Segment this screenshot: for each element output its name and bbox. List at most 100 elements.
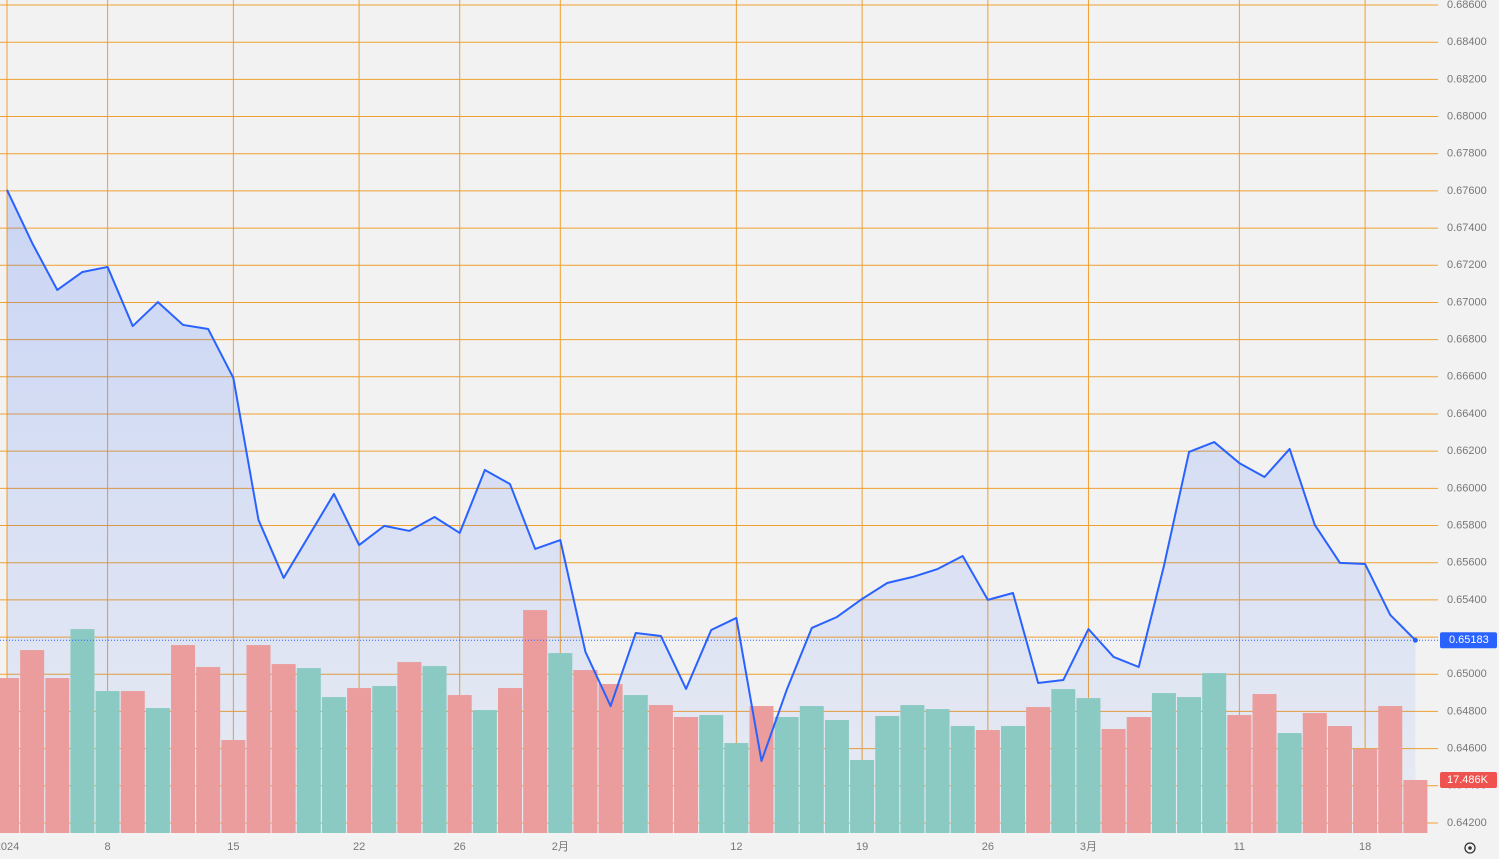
volume-bar: [724, 743, 749, 833]
area: [7, 189, 1416, 833]
y-tick-label: 0.67200: [1447, 259, 1487, 271]
volume-bar: [598, 684, 623, 833]
volume-bar: [925, 709, 950, 833]
volume-bar: [347, 688, 372, 833]
settings-icon[interactable]: [1464, 842, 1476, 854]
price-label: 0.65183: [1449, 634, 1489, 646]
volume-bar: [1151, 693, 1176, 833]
volume-bar: [573, 670, 598, 833]
volume-bar: [648, 705, 673, 833]
volume-bar: [799, 706, 824, 833]
y-tick-label: 0.64600: [1447, 743, 1487, 755]
volume-bar: [1177, 697, 1202, 833]
y-tick-label: 0.66200: [1447, 445, 1487, 457]
volume-bar: [120, 691, 145, 833]
volume-bar: [950, 726, 975, 833]
volume-label-box: [1440, 772, 1497, 789]
volume-bar: [900, 705, 925, 833]
y-tick-label: 0.66600: [1447, 371, 1487, 383]
volume-bar: [1277, 733, 1302, 833]
y-tick-label: 0.66800: [1447, 334, 1487, 346]
volume-bar: [1403, 780, 1428, 833]
volume-bar: [699, 715, 724, 833]
y-tick-label: 0.65800: [1447, 519, 1487, 531]
volume-bar: [674, 717, 699, 833]
volume-bar: [145, 708, 170, 833]
y-tick-label: 0.68400: [1447, 36, 1487, 48]
y-tick-label: 0.65000: [1447, 668, 1487, 680]
volume-bar: [397, 662, 422, 833]
volume-bar: [623, 695, 648, 833]
volume-bar: [1001, 726, 1025, 833]
volume-bar: [372, 686, 397, 833]
volume-bar: [472, 710, 497, 833]
volume-bar: [95, 691, 120, 833]
volume-bar: [1026, 707, 1051, 833]
y-tick-label: 0.66000: [1447, 482, 1487, 494]
y-tick-label: 0.65400: [1447, 594, 1487, 606]
volume-bar: [749, 706, 774, 833]
x-tick-label: 2月: [552, 841, 569, 853]
volume-bar: [1202, 673, 1227, 833]
price-line: [6, 189, 1417, 763]
volume-bar: [422, 666, 447, 833]
volume-bar: [975, 730, 1000, 833]
volume-bar: [1126, 717, 1151, 833]
volume-bar: [447, 695, 472, 833]
volume-bar: [271, 664, 296, 833]
y-tick-label: 0.68600: [1447, 0, 1487, 11]
x-tick-label: 8: [105, 841, 111, 853]
volume-bar: [1378, 706, 1403, 833]
volume-bar: [196, 667, 221, 833]
y-tick-label: 0.67600: [1447, 185, 1487, 197]
volume-bar: [548, 653, 573, 833]
x-tick-label: 26: [982, 841, 994, 853]
volume-bar: [1101, 729, 1126, 833]
volume-bar: [221, 740, 246, 833]
last-point: [1412, 637, 1418, 643]
x-tick-label: 15: [227, 841, 239, 853]
volume-bar: [875, 716, 900, 833]
y-tick-label: 0.68000: [1447, 110, 1487, 122]
volume-bar: [1227, 715, 1252, 833]
volume-bar: [824, 720, 849, 833]
x-tick-label: 26: [454, 841, 466, 853]
volume-bar: [1302, 713, 1327, 833]
y-tick-label: 0.67000: [1447, 296, 1487, 308]
x-tick-label: 3月: [1080, 841, 1097, 853]
y-tick-label: 0.66400: [1447, 408, 1487, 420]
volume-bar: [523, 610, 548, 833]
volume-bar: [70, 629, 95, 833]
volume-bar: [1353, 749, 1378, 833]
volume-bar: [498, 688, 522, 833]
volume-label: 17.486K: [1447, 774, 1489, 786]
volume-bar: [774, 717, 799, 833]
y-tick-label: 0.68200: [1447, 73, 1487, 85]
volume-bar: [45, 678, 70, 833]
volume-bar: [20, 650, 45, 833]
volume-bar: [1252, 694, 1277, 833]
volume-bar: [0, 678, 19, 833]
volume-bar: [246, 645, 271, 833]
volume-bar: [1051, 689, 1076, 833]
x-tick-label: 11: [1234, 841, 1245, 853]
volume-bar: [1076, 698, 1101, 833]
y-tick-label: 0.64800: [1447, 705, 1487, 717]
volume-bar: [296, 668, 321, 833]
price-label-box: [1440, 632, 1497, 649]
y-tick-label: 0.64200: [1447, 817, 1487, 829]
x-tick-label: 19: [856, 841, 868, 853]
y-tick-label: 0.65600: [1447, 557, 1487, 569]
y-tick-label: 0.67800: [1447, 148, 1487, 160]
volume-bar: [850, 760, 875, 833]
x-tick-label: 22: [353, 841, 365, 853]
x-tick-label: 12: [730, 841, 742, 853]
x-tick-label: 2024: [0, 841, 19, 853]
volume-bar: [1327, 726, 1352, 833]
volume-bar: [171, 645, 196, 833]
x-tick-label: 18: [1359, 841, 1371, 853]
volume-bar: [321, 697, 346, 833]
